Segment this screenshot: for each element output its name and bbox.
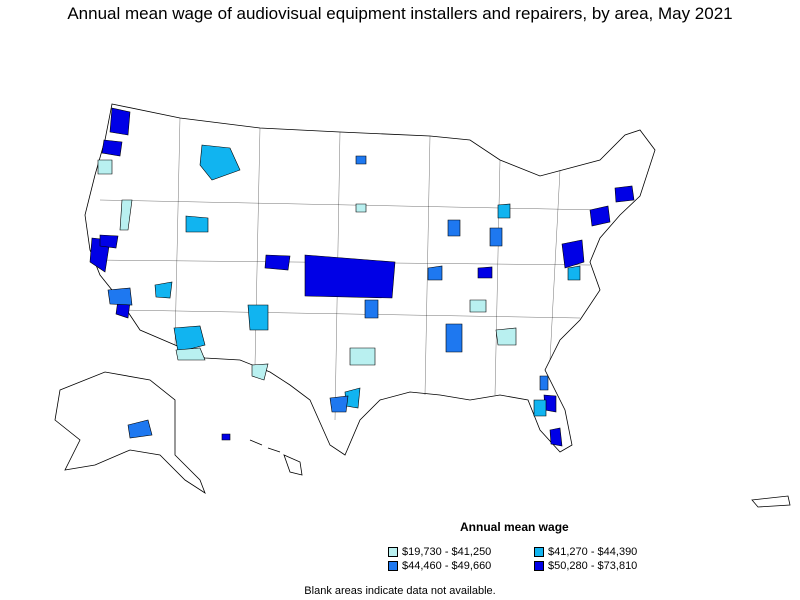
us-outline <box>84 103 656 456</box>
area-houston <box>329 395 349 413</box>
area-honolulu <box>221 433 231 441</box>
legend-title: Annual mean wage <box>460 520 569 534</box>
area-north-dakota <box>355 155 367 165</box>
area-alaska-anchorage <box>127 419 153 439</box>
footnote: Blank areas indicate data not available. <box>304 585 496 597</box>
area-boston <box>614 185 635 203</box>
area-charlotte <box>567 265 581 281</box>
area-atlanta <box>495 327 517 346</box>
area-oregon-coast <box>97 159 113 175</box>
area-las-vegas <box>154 281 173 299</box>
legend-swatch-4 <box>534 561 544 571</box>
legend-item-4: $50,280 - $73,810 <box>534 560 637 572</box>
area-indianapolis <box>489 227 503 247</box>
hawaii-outline <box>249 439 303 476</box>
map-title: Annual mean wage of audiovisual equipmen… <box>67 4 733 23</box>
legend-item-3: $44,460 - $49,660 <box>388 560 491 572</box>
area-st-louis <box>427 265 443 281</box>
area-seattle <box>109 107 131 136</box>
legend-label-3: $44,460 - $49,660 <box>402 560 492 572</box>
legend-item-2: $41,270 - $44,390 <box>534 546 637 558</box>
area-albuquerque <box>247 304 269 331</box>
area-el-paso <box>251 363 269 381</box>
puerto-rico-outline <box>751 495 791 508</box>
legend-item-1: $19,730 - $41,250 <box>388 546 491 558</box>
area-dallas <box>349 347 376 366</box>
area-tennessee <box>469 299 487 313</box>
legend-swatch-1 <box>388 547 398 557</box>
area-oklahoma <box>364 299 379 319</box>
legend-swatch-2 <box>534 547 544 557</box>
area-south-dakota <box>355 203 367 213</box>
area-salt-lake <box>185 215 209 233</box>
area-michigan <box>497 203 511 219</box>
legend-label-2: $41,270 - $44,390 <box>548 546 638 558</box>
area-portland <box>101 139 123 157</box>
area-arizona-south <box>175 347 206 361</box>
area-denver <box>264 254 291 271</box>
area-idaho <box>199 144 241 181</box>
area-nevada-north <box>119 199 133 231</box>
legend-label-4: $50,280 - $73,810 <box>548 560 638 572</box>
area-louisville <box>477 266 493 279</box>
area-tampa <box>533 399 547 417</box>
area-memphis <box>445 323 463 353</box>
area-miami <box>549 427 563 447</box>
area-chicago <box>447 219 461 237</box>
area-nyc <box>589 205 611 227</box>
area-sacramento <box>99 234 119 249</box>
legend-label-1: $19,730 - $41,250 <box>402 546 492 558</box>
area-kansas <box>304 254 396 299</box>
area-phoenix <box>173 325 206 353</box>
area-jacksonville <box>539 375 549 391</box>
alaska-outline <box>54 371 206 495</box>
area-los-angeles <box>107 287 133 306</box>
legend-swatch-3 <box>388 561 398 571</box>
area-dc-baltimore <box>561 239 585 269</box>
